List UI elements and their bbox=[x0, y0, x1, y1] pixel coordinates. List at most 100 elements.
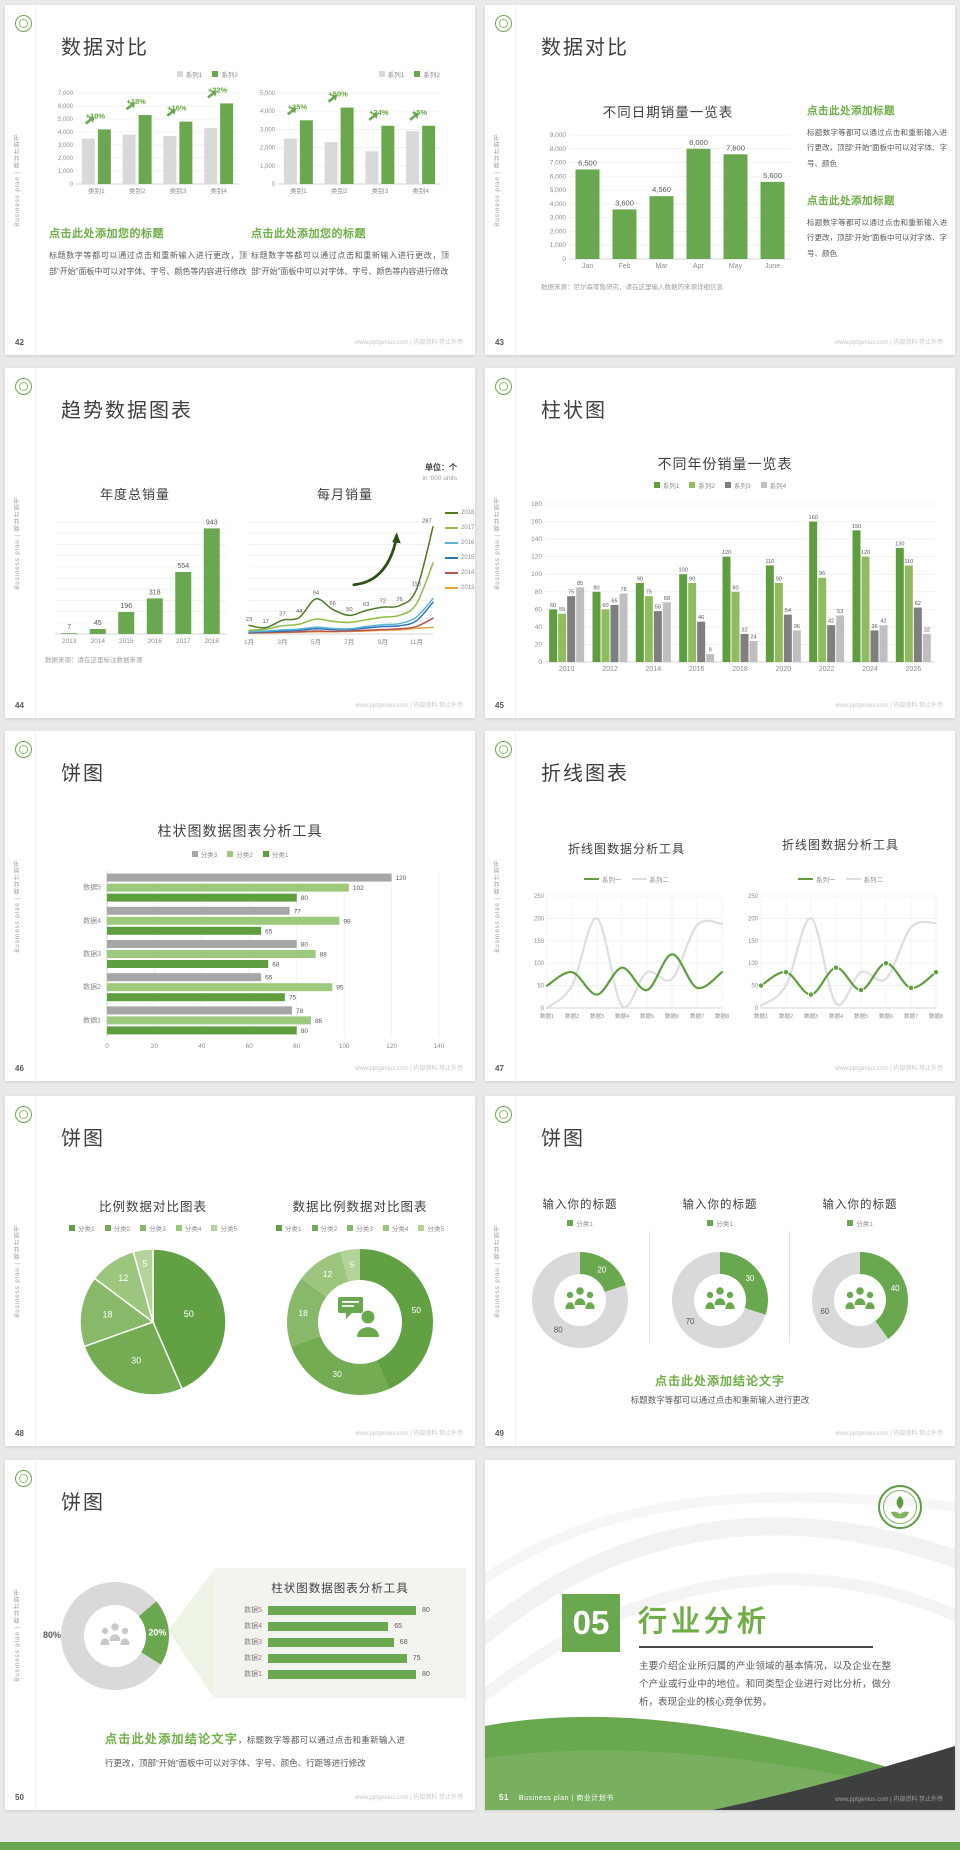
value-label: 80 bbox=[422, 1670, 430, 1678]
divider bbox=[515, 5, 516, 355]
legend-item: 分类2 bbox=[311, 1223, 337, 1233]
value-label: 68 bbox=[664, 596, 670, 602]
category-label: 2017 bbox=[176, 638, 191, 645]
people-green-icon bbox=[705, 1287, 735, 1309]
bar bbox=[107, 1006, 292, 1015]
bar bbox=[895, 547, 904, 662]
legend-swatch bbox=[445, 542, 458, 544]
category-label: 数据3 bbox=[83, 949, 101, 958]
person-chat-icon bbox=[338, 1297, 379, 1337]
category-label: 数据2 bbox=[565, 1012, 579, 1020]
page-number: 44 bbox=[15, 701, 24, 710]
divider bbox=[789, 1231, 790, 1343]
bar bbox=[268, 1653, 407, 1663]
value-label: 120 bbox=[396, 875, 407, 882]
value-label: 53 bbox=[837, 609, 843, 615]
data-line bbox=[248, 597, 434, 633]
funnel-connector bbox=[168, 1570, 214, 1698]
brand-logo-icon bbox=[15, 741, 32, 758]
arrow-up-icon bbox=[368, 112, 378, 121]
value-label: 63 bbox=[363, 602, 369, 608]
axis-tick-label: 50 bbox=[751, 984, 758, 990]
data-line bbox=[248, 562, 434, 632]
bar bbox=[879, 625, 888, 662]
chart-title: 不同年份销量一览表 bbox=[657, 456, 793, 472]
legend-swatch bbox=[311, 1225, 318, 1231]
axis-tick-label: 140 bbox=[531, 536, 542, 543]
value-label: 118 bbox=[412, 581, 421, 587]
pie-slice bbox=[812, 1252, 889, 1348]
value-label: 3,600 bbox=[615, 198, 634, 207]
value-label: 76 bbox=[396, 597, 402, 603]
page-number: 47 bbox=[495, 1064, 504, 1073]
axis-tick-label: 0 bbox=[755, 1006, 759, 1012]
value-label: 150 bbox=[852, 524, 861, 530]
unit-label: 单位：个 bbox=[425, 463, 457, 472]
slide-title: 饼图 bbox=[61, 1128, 105, 1150]
axis-tick-label: 4,000 bbox=[58, 130, 74, 136]
value-label: 75 bbox=[568, 590, 574, 596]
category-label: 数据6 bbox=[879, 1012, 893, 1020]
legend-item: 系列1 bbox=[653, 480, 679, 490]
legend-item: 分类3 bbox=[191, 849, 217, 859]
category-label: 数据1 bbox=[244, 1671, 262, 1678]
legend-item: 系列2 bbox=[414, 69, 440, 79]
legend-item: 2016 bbox=[445, 540, 474, 546]
brand-logo-icon bbox=[495, 378, 512, 395]
chart-element bbox=[706, 1291, 714, 1299]
data-point bbox=[757, 982, 764, 989]
sidebar-vertical-text: Business plan | 商业计划书 bbox=[495, 133, 501, 227]
category-label: 1月 bbox=[244, 638, 254, 646]
value-label: 943 bbox=[206, 519, 218, 526]
pie-label: 12 bbox=[323, 1269, 333, 1279]
data-point bbox=[808, 991, 815, 998]
axis-tick-label: 140 bbox=[434, 1043, 445, 1050]
chart-title: 折线图数据分析工具 bbox=[567, 842, 685, 856]
value-label: 37 bbox=[279, 612, 285, 618]
data-line bbox=[545, 953, 724, 996]
slide-title: 折线图表 bbox=[541, 763, 629, 785]
chart-title: 年度总销量 bbox=[99, 487, 170, 502]
value-label: 80 bbox=[301, 942, 309, 949]
bar bbox=[774, 583, 783, 662]
sidebar-vertical-text: Business plan | 商业计划书 bbox=[15, 1588, 21, 1682]
value-label: 8,000 bbox=[689, 138, 708, 147]
slide-title: 柱状图 bbox=[541, 400, 607, 422]
legend-swatch bbox=[445, 512, 458, 514]
bar bbox=[870, 630, 879, 662]
chart-element bbox=[207, 90, 217, 99]
category-label: 2015 bbox=[119, 638, 134, 645]
bar bbox=[765, 565, 774, 662]
legend-swatch bbox=[567, 1220, 574, 1226]
slide-page-43: Business plan | 商业计划书 数据对比 不同日期销量一览表 9,0… bbox=[485, 5, 955, 355]
slide-title: 趋势数据图表 bbox=[61, 400, 193, 422]
legend-swatch bbox=[689, 482, 696, 488]
category-label: 11月 bbox=[410, 638, 423, 646]
value-label: 94 bbox=[313, 590, 320, 596]
bar-chart-canvas: 7,000 6,000 5,000 4,000 3,000 2,000 1,000 0 类别1 +… bbox=[58, 85, 239, 195]
category-label: 2024 bbox=[862, 666, 878, 673]
arrow-up-icon bbox=[286, 107, 297, 116]
legend-swatch bbox=[845, 878, 861, 880]
value-label: 50 bbox=[346, 607, 352, 613]
axis-tick-label: 180 bbox=[531, 501, 542, 508]
chart-legend: 分类1 bbox=[510, 1218, 650, 1228]
block-body: 标题数字等都可以通过点击和重新输入进行更改，顶部“开始”面板中可以对字体、字号、… bbox=[807, 218, 947, 258]
chart-element bbox=[865, 1302, 875, 1309]
chart-element bbox=[121, 1627, 129, 1635]
legend-item: 系列一 bbox=[584, 874, 622, 884]
bar bbox=[146, 598, 163, 634]
axis-tick-label: 200 bbox=[534, 916, 545, 922]
legend-swatch bbox=[347, 1225, 354, 1231]
brand-logo-icon bbox=[15, 1470, 32, 1487]
legend-item: 系列4 bbox=[760, 480, 786, 490]
divider bbox=[35, 731, 36, 1081]
bar bbox=[558, 613, 567, 662]
axis-tick-label: 0 bbox=[105, 1043, 109, 1050]
pie-slice bbox=[83, 1321, 184, 1396]
category-label: 类别4 bbox=[412, 186, 429, 195]
bar bbox=[107, 916, 340, 925]
legend-item: 2017 bbox=[445, 525, 474, 531]
category-label: 数据3 bbox=[804, 1012, 818, 1020]
